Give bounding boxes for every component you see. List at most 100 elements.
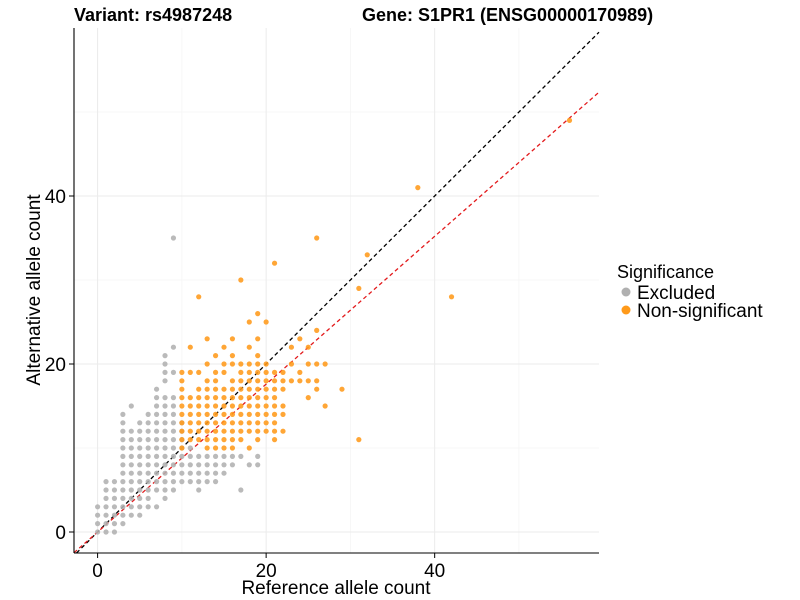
point-excluded <box>162 462 168 468</box>
point-excluded <box>120 504 126 510</box>
point-non-significant <box>246 420 252 426</box>
point-non-significant <box>187 403 193 409</box>
point-non-significant <box>212 437 219 443</box>
point-excluded <box>170 369 177 375</box>
point-excluded <box>120 411 126 417</box>
point-excluded <box>187 453 193 459</box>
point-excluded <box>120 437 126 443</box>
legend-title: Significance <box>617 262 714 282</box>
point-non-significant <box>204 420 210 426</box>
point-non-significant <box>288 378 295 384</box>
point-excluded <box>111 479 118 485</box>
point-non-significant <box>305 378 311 384</box>
point-non-significant <box>221 445 227 451</box>
point-non-significant <box>196 386 202 392</box>
point-excluded <box>137 495 143 501</box>
point-non-significant <box>314 386 320 392</box>
point-excluded <box>153 504 160 510</box>
point-excluded <box>153 437 160 443</box>
point-non-significant <box>238 395 244 401</box>
point-excluded <box>120 479 126 485</box>
point-excluded <box>153 395 160 401</box>
point-non-significant <box>364 252 370 258</box>
point-excluded <box>128 487 134 493</box>
point-excluded <box>145 462 151 468</box>
point-excluded <box>95 521 101 527</box>
point-non-significant <box>263 395 269 401</box>
point-excluded <box>153 420 160 426</box>
point-non-significant <box>255 403 261 409</box>
point-excluded <box>153 403 160 409</box>
point-non-significant <box>255 378 261 384</box>
point-excluded <box>162 411 168 417</box>
point-excluded <box>111 495 118 501</box>
point-non-significant <box>221 344 227 350</box>
point-non-significant <box>204 386 210 392</box>
fit-reference-line <box>73 91 600 554</box>
point-non-significant <box>229 336 236 342</box>
gridlines <box>74 28 599 553</box>
point-non-significant <box>280 378 286 384</box>
point-non-significant <box>229 445 236 451</box>
point-non-significant <box>246 344 252 350</box>
point-non-significant <box>229 395 236 401</box>
point-excluded <box>145 453 151 459</box>
point-non-significant <box>255 386 261 392</box>
point-non-significant <box>238 277 244 283</box>
point-non-significant <box>179 437 185 443</box>
point-excluded <box>162 369 168 375</box>
point-excluded <box>204 453 210 459</box>
point-non-significant <box>448 294 455 300</box>
point-excluded <box>162 495 168 501</box>
point-excluded <box>128 479 134 485</box>
point-excluded <box>145 411 151 417</box>
point-excluded <box>238 487 244 493</box>
point-non-significant <box>246 403 252 409</box>
point-non-significant <box>204 361 210 367</box>
point-non-significant <box>246 319 252 325</box>
x-axis-ticks: 0 20 40 <box>92 553 445 582</box>
point-excluded <box>196 487 202 493</box>
point-excluded <box>153 462 160 468</box>
point-non-significant <box>263 386 269 392</box>
point-non-significant <box>212 411 219 417</box>
point-non-significant <box>221 437 227 443</box>
point-non-significant <box>229 411 236 417</box>
point-non-significant <box>179 395 185 401</box>
point-non-significant <box>255 353 261 359</box>
point-non-significant <box>212 403 219 409</box>
point-excluded <box>145 495 151 501</box>
point-non-significant <box>263 369 269 375</box>
point-non-significant <box>297 369 303 375</box>
point-excluded <box>153 428 160 434</box>
point-excluded <box>153 445 160 451</box>
point-excluded <box>153 411 160 417</box>
point-excluded <box>95 512 101 518</box>
point-non-significant <box>221 411 227 417</box>
point-non-significant <box>271 411 278 417</box>
point-non-significant <box>212 369 219 375</box>
point-non-significant <box>255 411 261 417</box>
point-excluded <box>137 420 143 426</box>
x-tick-label: 20 <box>256 561 277 582</box>
point-non-significant <box>246 445 252 451</box>
point-non-significant <box>179 378 185 384</box>
point-excluded <box>128 437 134 443</box>
y-tick-label: 20 <box>45 355 66 376</box>
point-excluded <box>145 428 151 434</box>
point-non-significant <box>221 403 227 409</box>
point-excluded <box>187 479 193 485</box>
point-excluded <box>170 420 177 426</box>
point-excluded <box>137 479 143 485</box>
y-axis-ticks: 0 20 40 <box>45 187 74 544</box>
point-excluded <box>111 529 118 535</box>
point-non-significant <box>238 369 244 375</box>
point-non-significant <box>246 411 252 417</box>
point-non-significant <box>212 386 219 392</box>
point-excluded <box>137 512 143 518</box>
point-excluded <box>145 487 151 493</box>
point-excluded <box>170 479 177 485</box>
point-excluded <box>170 453 177 459</box>
point-non-significant <box>187 344 193 350</box>
